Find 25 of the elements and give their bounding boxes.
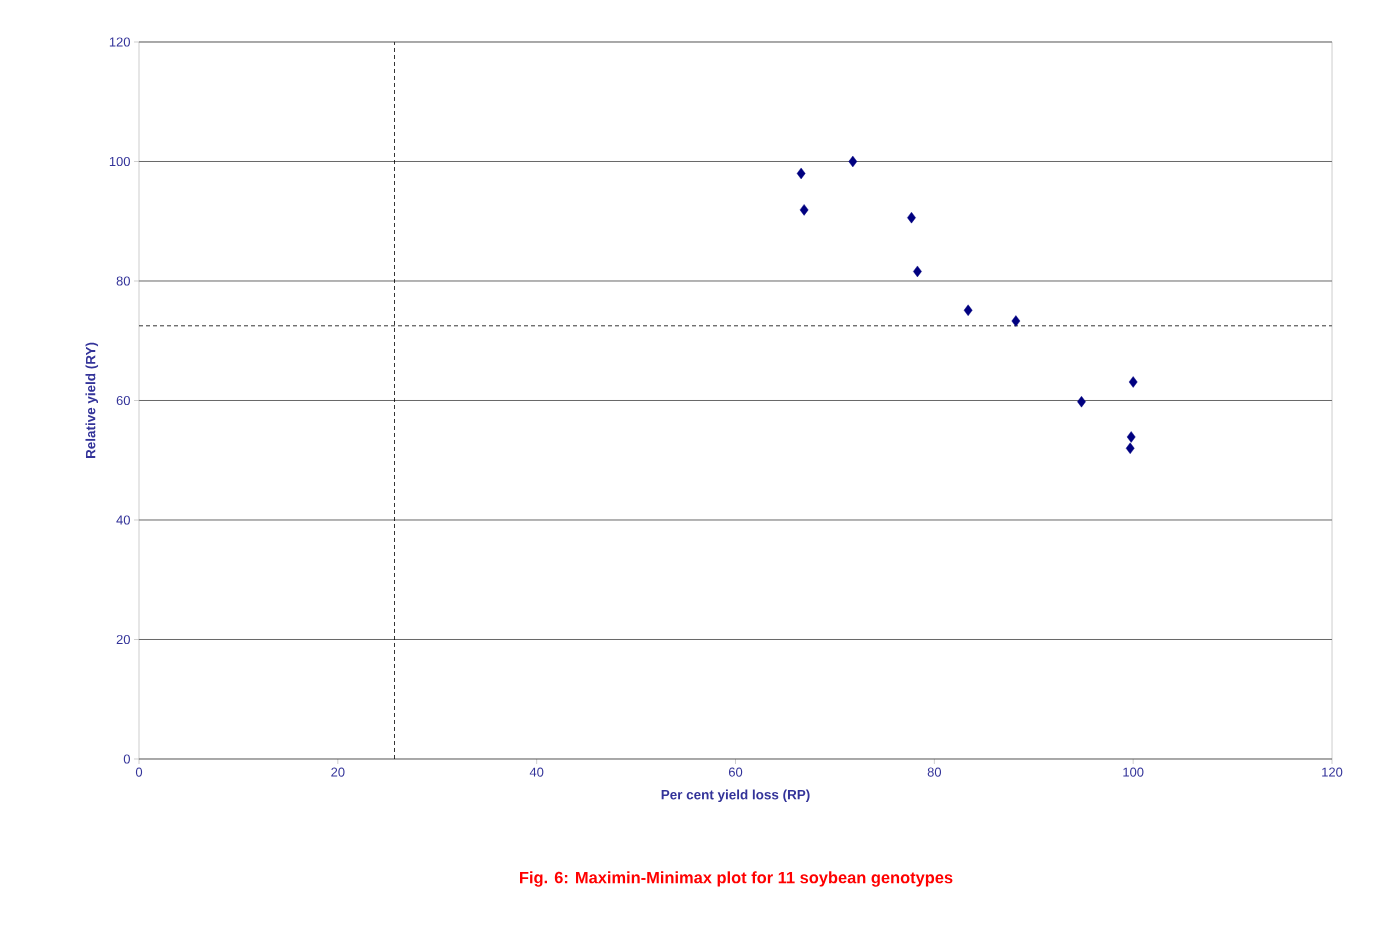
x-tick-label: 60: [728, 767, 743, 777]
point: [848, 155, 858, 168]
y-tick-label: 60: [116, 395, 130, 406]
point: [799, 204, 809, 216]
x-tick-label: 120: [1322, 767, 1343, 777]
x-tick-label: 0: [135, 767, 143, 777]
y-tick-label: 0: [123, 754, 130, 764]
x-tick-label: 80: [927, 767, 942, 777]
x-tick-label: 20: [331, 767, 345, 777]
point: [1125, 442, 1135, 454]
y-tick-label: 80: [116, 276, 130, 286]
x-axis-title: Per cent yield loss (RP): [661, 789, 810, 803]
x-tick-label: 40: [529, 767, 544, 777]
point: [1126, 431, 1136, 443]
y-axis-title: Relative yield (RY): [85, 342, 99, 459]
point: [1128, 376, 1138, 388]
point: [1011, 315, 1021, 327]
y-tick-label: 100: [109, 156, 130, 167]
point: [963, 304, 973, 316]
text: Fig. 6: Maximin-Minimax plot for 11 soybean genotypes: [520, 871, 953, 887]
y-tick-label: 40: [116, 515, 130, 525]
point: [796, 167, 806, 180]
y-tick-label: 20: [116, 634, 130, 645]
y-tick-label: 120: [109, 37, 130, 47]
x-tick-label: 100: [1123, 767, 1144, 777]
